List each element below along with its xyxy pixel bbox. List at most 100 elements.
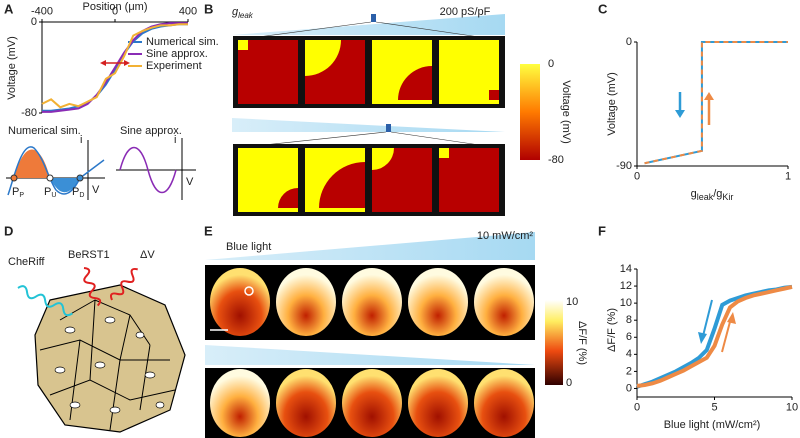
y-axis-label: ΔF/F (%) [606,308,618,352]
heatmap [305,148,365,212]
roi [244,286,254,296]
inset-numerical: Numerical sim. i V PP PU PD [6,125,105,200]
y-axis-label: Voltage (mV) [606,72,618,136]
tissue-image [276,369,336,437]
symbol: /g [713,188,722,200]
nuclei [54,316,165,414]
y-tick-label: 10 [620,297,632,309]
y-tick-label: 8 [626,314,632,326]
heatmaps [233,36,505,216]
x-tick-label: 5 [711,401,717,413]
area [50,178,80,193]
axis-label: V [186,176,194,188]
annotation-arrow [124,60,130,66]
label: ΔV [140,249,155,261]
subscript: U [51,192,56,199]
colorbar-tick: 10 [566,296,578,308]
axis-label: i [174,134,176,146]
legend-label: Sine approx. [146,48,208,60]
symbol: P [12,186,19,198]
heat-region [305,40,341,76]
point [10,174,18,182]
label: CheRiff [8,256,45,268]
panel-label: E [204,223,213,238]
inset-title: Numerical sim. [8,125,81,137]
gradient-wedge [232,14,505,35]
arrow [675,110,685,118]
y-tick-label: 14 [620,263,632,275]
inset-title: Sine approx. [120,125,182,137]
tissue [34,284,186,433]
panel-label: A [4,1,14,16]
arrow [721,317,732,353]
tissue-image [210,268,270,336]
gradient-max: 10 mW/cm² [477,230,534,242]
gradient-max: 200 pS/pF [440,6,491,18]
symbol: P [44,186,51,198]
legend-label: Numerical sim. [146,36,219,48]
wave [83,267,102,307]
tissue-image [210,369,270,437]
subscript: leak [697,192,714,202]
gradient-wedge [205,232,535,260]
series-line [644,41,788,165]
y-axis-label: Voltage (mV) [6,36,18,100]
gradient-label: gleak [232,6,254,20]
series-line [636,284,793,389]
arrow [698,332,707,344]
y-tick-label: 2 [626,365,632,377]
legend-label: Experiment [146,60,202,72]
subscript: P [19,192,24,199]
x-tick-label: 10 [786,401,798,413]
heatmap [372,148,432,212]
heat-region [372,148,394,170]
curve [119,147,177,193]
x-axis-label: Blue light (mW/cm²) [664,419,761,431]
series-line [636,284,793,388]
wave [109,267,138,301]
symbol: g [691,188,697,200]
heat-region [489,90,499,100]
colorbar [545,300,563,385]
colorbar-tick: -80 [548,154,564,166]
gradient-wedge [232,118,505,132]
x-tick-label: 1 [785,170,791,182]
x-axis-label: Position (μm) [82,1,147,13]
x-axis-label: gleak/gKir [691,188,734,202]
heat-region [238,40,248,50]
colorbar-title: Voltage (mV) [560,80,572,144]
y-tick-label: 0 [31,16,37,28]
panel-label: F [598,223,606,238]
axis-label: V [92,184,100,196]
x-tick-label: 0 [634,401,640,413]
y-tick-label: 0 [626,36,632,48]
tissue-image [342,268,402,336]
point-label: PP [12,186,24,199]
marker [371,14,376,22]
x-tick-label: 0 [112,5,118,17]
heat-region [439,148,449,158]
symbol: g [232,6,239,18]
point [46,174,54,182]
colorbar-tick: 0 [548,58,554,70]
heat-region [398,66,432,100]
series-line [42,22,188,113]
series-line [41,23,188,109]
curve [7,146,105,196]
subscript: D [79,192,84,199]
colorbar-title: ΔF/F (%) [576,321,588,365]
tissue-image [342,369,402,437]
colorbar [520,64,540,160]
point [76,174,84,182]
heatmap [238,148,298,212]
heatmap [372,40,432,104]
arrow [727,312,736,324]
area [14,149,50,178]
heatmap [238,40,298,104]
gradient-wedge [205,345,535,365]
point-label: PU [44,186,56,199]
annotation-arrow [100,60,106,66]
heat-bg [439,148,499,212]
images [210,268,534,437]
x-tick-label: 400 [179,5,197,17]
